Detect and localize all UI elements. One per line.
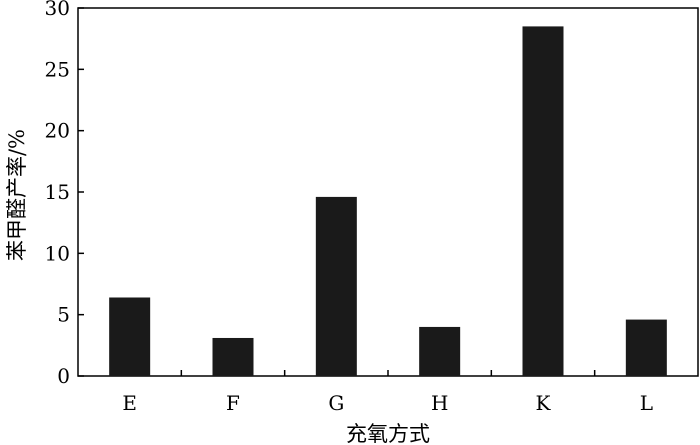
y-tick-label: 30	[45, 0, 70, 20]
y-tick-label: 5	[57, 303, 70, 327]
y-tick-label: 25	[45, 57, 70, 81]
x-tick-label: E	[122, 391, 137, 415]
bar-g	[315, 196, 357, 376]
y-axis-title: 苯甲醛产率/%	[5, 129, 29, 261]
y-tick-label: 0	[57, 364, 70, 388]
bar-k	[522, 26, 564, 377]
bar-h	[419, 326, 461, 376]
bar-f	[212, 337, 254, 376]
y-tick-label: 10	[45, 241, 70, 265]
plot-frame	[77, 7, 699, 377]
x-axis-title: 充氧方式	[346, 422, 430, 445]
x-tick-label: K	[536, 391, 552, 415]
x-tick-label: H	[431, 391, 448, 415]
x-tick-label: G	[328, 391, 344, 415]
y-tick-label: 20	[45, 119, 70, 143]
y-tick-label: 15	[45, 180, 70, 204]
x-tick-label: L	[640, 391, 653, 415]
plot-area: 0 5 10 15 20 25 30 E F G H K L	[45, 0, 699, 415]
bar-l	[625, 319, 667, 376]
x-tick-label: F	[226, 391, 240, 415]
bar-e	[109, 297, 151, 376]
